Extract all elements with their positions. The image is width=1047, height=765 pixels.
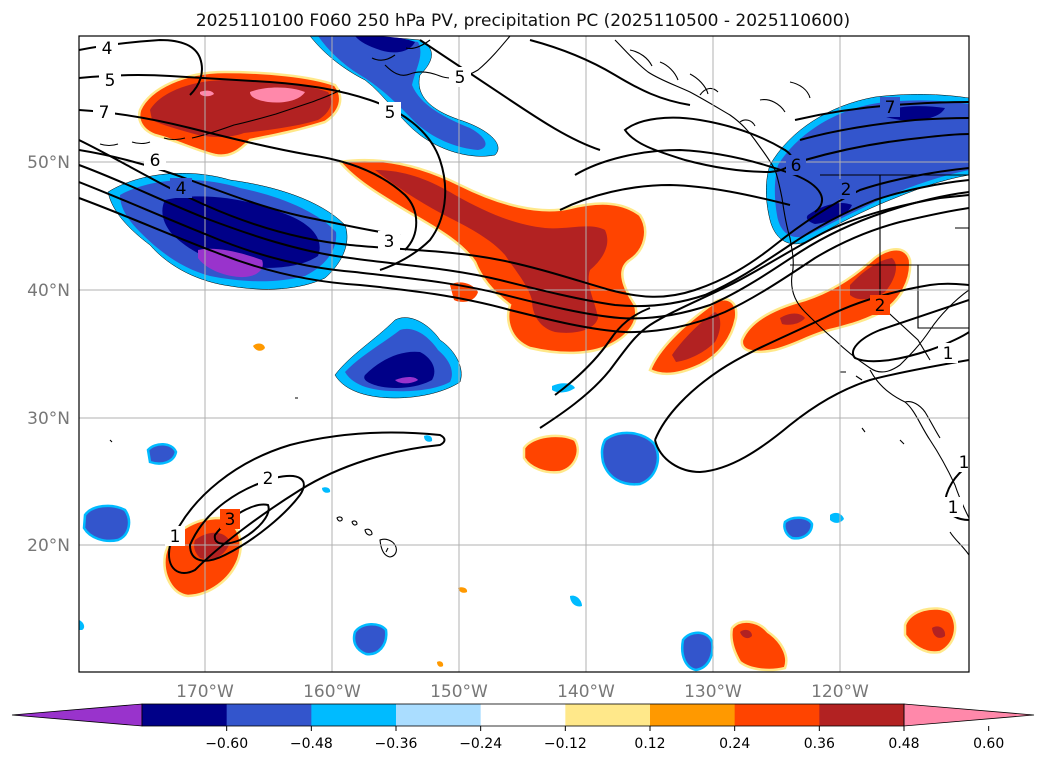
colorbar: −0.60 −0.48 −0.36 −0.24 −0.12 0.12 0.24 0.36 0.4… [11,703,1035,752]
contour-label: 6 [791,156,802,176]
negative-anomaly-small-1 [600,431,660,486]
colorbar-segment [650,704,736,726]
colorbar-tick-label: −0.12 [544,736,587,752]
contour-label: 2 [841,180,852,200]
contour-label: 3 [384,232,395,252]
contour-label: 5 [105,71,116,91]
lon-label-130w: 130°W [684,682,742,702]
latitude-labels: 50°N 40°N 30°N 20°N [27,153,70,556]
pv-contour-labels: 4 5 7 6 4 5 5 3 6 7 2 [93,38,969,547]
colorbar-frame [141,703,905,727]
longitude-labels: 170°W 160°W 150°W 140°W 130°W 120°W [176,682,869,702]
colorbar-tick-label: 0.12 [634,736,665,752]
colorbar-segment [226,704,312,726]
contour-label: 1 [943,344,954,364]
contour-label: 1 [948,498,959,518]
colorbar-extend-low [11,703,143,727]
colorbar-extend-high [903,703,1035,727]
lon-label-150w: 150°W [430,682,488,702]
negative-anomaly-small-2 [82,504,131,543]
colorbar-segment [565,704,651,726]
negative-anomaly-small-4 [352,623,388,656]
contour-label: 4 [102,39,113,59]
colorbar-segment [142,704,228,726]
colorbar-tick-label: −0.36 [375,736,418,752]
contour-label: 1 [170,527,181,547]
coastlines [99,36,969,558]
lon-label-120w: 120°W [811,682,869,702]
contour-label: 5 [455,68,466,88]
contour-label: 1 [959,453,970,473]
contour-label: 7 [99,103,110,123]
negative-anomaly-small-6 [783,516,814,540]
colorbar-tick-label: −0.48 [290,736,333,752]
lon-label-170w: 170°W [176,682,234,702]
contour-label: 5 [385,103,396,123]
negative-anomaly-small-5 [681,631,714,672]
colorbar-segment [734,704,820,726]
contour-label: 3 [225,510,236,530]
colorbar-tick-label: 0.48 [888,736,919,752]
map-panel: 4 5 7 6 4 5 5 3 6 7 2 [78,35,970,673]
colorbar-tick-label: −0.24 [459,736,502,752]
colorbar-tick-label: 0.36 [804,736,835,752]
lat-label-20n: 20°N [27,536,70,556]
colorbar-tick-label: −0.60 [205,736,248,752]
gridlines [79,36,969,672]
contour-label: 4 [176,179,187,199]
positive-anomaly-small-3 [903,607,957,654]
positive-anomaly-small-1 [522,434,579,474]
colorbar-segment [396,704,482,726]
lon-label-160w: 160°W [303,682,361,702]
contour-label: 2 [263,469,274,489]
precip-positive-anomaly-layer [138,70,957,672]
contour-label: 7 [885,98,896,118]
colorbar-tick-label: 0.60 [973,736,1004,752]
colorbar-tick-label: 0.24 [719,736,750,752]
contour-label: 2 [875,296,886,316]
lat-label-40n: 40°N [27,281,70,301]
lat-label-30n: 30°N [27,409,70,429]
map-frame [78,35,970,673]
colorbar-segment [480,704,566,726]
colorbar-segment [311,704,397,726]
pv-contours [79,38,969,574]
colorbar-segment [819,704,905,726]
lon-label-140w: 140°W [557,682,615,702]
negative-anomaly-small-3 [146,443,178,465]
figure-title: 2025110100 F060 250 hPa PV, precipitatio… [196,11,850,31]
lat-label-50n: 50°N [27,153,70,173]
contour-label: 6 [150,151,161,171]
